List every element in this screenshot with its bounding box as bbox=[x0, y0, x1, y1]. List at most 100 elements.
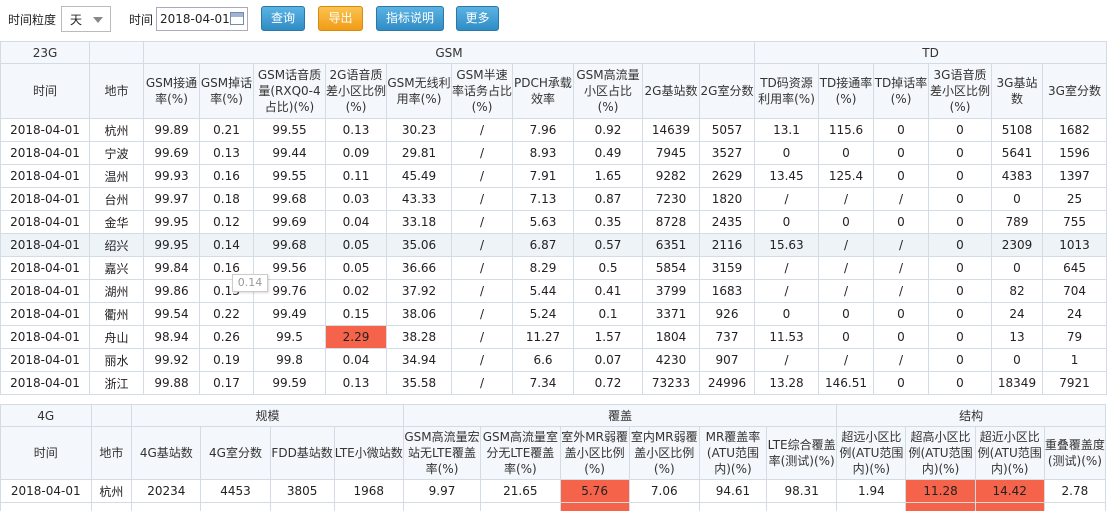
table-cell: / bbox=[873, 187, 929, 211]
column-header[interactable]: 超近小区比例(ATU范围内)(%) bbox=[974, 426, 1045, 480]
table-cell: 0.02 bbox=[325, 279, 387, 303]
column-header[interactable]: TD掉话率(%) bbox=[873, 63, 929, 119]
table-cell: 98.94 bbox=[143, 325, 200, 349]
column-header[interactable]: 3G语音质差小区比例(%) bbox=[928, 63, 992, 119]
column-header[interactable]: 时间 bbox=[0, 63, 90, 119]
table-row[interactable]: 2018-04-01 台州 99.97 0.18 99.68 0.03 43.33/7.13… bbox=[0, 187, 1108, 211]
column-header[interactable]: 3G室分数 bbox=[1041, 63, 1108, 119]
table-row[interactable]: 2018-04-01 温州 99.93 0.16 99.55 0.11 45.49/7.91… bbox=[0, 164, 1108, 188]
table-cell: 2018-04-01 bbox=[0, 348, 90, 372]
column-header[interactable]: 2G基站数 bbox=[642, 63, 700, 119]
column-header[interactable]: 室外MR弱覆盖小区比例(%) bbox=[559, 426, 630, 480]
table-cell bbox=[131, 502, 202, 511]
column-header[interactable]: 地市 bbox=[89, 63, 144, 119]
table-cell: / bbox=[818, 279, 874, 303]
table-cell: 0.12 bbox=[199, 210, 254, 234]
table-cell: 99.5 bbox=[253, 325, 326, 349]
table-cell: 5.44 bbox=[512, 279, 574, 303]
more-button[interactable]: 更多 bbox=[456, 6, 499, 31]
column-header[interactable]: 时间 bbox=[0, 426, 92, 480]
column-header[interactable]: PDCH承载效率 bbox=[512, 63, 574, 119]
table-cell: 5.76 bbox=[559, 479, 630, 503]
table-cell: 907 bbox=[699, 348, 755, 372]
table-cell: 0.22 bbox=[199, 302, 254, 326]
table-cell: 13.1 bbox=[754, 118, 819, 142]
query-button[interactable]: 查询 bbox=[261, 6, 305, 31]
column-header[interactable]: LTE小微站数 bbox=[333, 426, 404, 480]
table-cell: 0 bbox=[928, 141, 992, 165]
table-cell: 0.41 bbox=[573, 279, 643, 303]
table-row-partial bbox=[0, 502, 1107, 511]
column-header[interactable]: GSM高流量小区占比(%) bbox=[573, 63, 643, 119]
table-cell: 0.09 bbox=[325, 141, 387, 165]
table-row[interactable]: 2018-04-01 嘉兴 99.84 0.16 99.56 0.05 36.66/8.29… bbox=[0, 256, 1108, 280]
table-row[interactable]: 2018-04-01 杭州 99.89 0.21 99.55 0.13 30.23/7.96… bbox=[0, 118, 1108, 142]
table-row[interactable]: 2018-04-01 杭州 20234 4453 3805 1968 9.97 21.65 5.… bbox=[0, 479, 1107, 503]
table-row[interactable]: 2018-04-01 衢州 99.54 0.22 99.49 0.15 38.06/5.24… bbox=[0, 302, 1108, 326]
granularity-select[interactable]: 天 bbox=[61, 6, 111, 32]
group-header-td: TD bbox=[753, 41, 1108, 64]
table-cell: 11.53 bbox=[754, 325, 819, 349]
table-cell: 24996 bbox=[699, 371, 755, 395]
table-cell bbox=[269, 502, 335, 511]
table-cell: / bbox=[451, 371, 513, 395]
table-cell: / bbox=[873, 279, 929, 303]
column-header[interactable]: GSM高流量宏站无LTE覆盖率(%) bbox=[402, 426, 482, 480]
column-header[interactable]: MR覆盖率(ATU范围内)(%) bbox=[698, 426, 768, 480]
metric-explain-button[interactable]: 指标说明 bbox=[376, 6, 444, 31]
table-cell: 0 bbox=[818, 141, 874, 165]
table-cell: 0 bbox=[928, 302, 992, 326]
column-header[interactable]: GSM接通率(%) bbox=[143, 63, 200, 119]
column-header[interactable]: 地市 bbox=[90, 426, 133, 480]
column-header[interactable]: 4G室分数 bbox=[200, 426, 271, 480]
column-header[interactable]: FDD基站数 bbox=[269, 426, 335, 480]
table-row[interactable]: 2018-04-01 舟山 98.94 0.26 99.5 2.29 38.28/11.27… bbox=[0, 325, 1108, 349]
column-header[interactable]: GSM半速率话务占比(%) bbox=[451, 63, 513, 119]
column-header[interactable]: 重叠覆盖度(测试)(%) bbox=[1043, 426, 1107, 480]
table-cell: 0 bbox=[873, 302, 929, 326]
table-row[interactable]: 2018-04-01 湖州 99.86 0.13 99.76 0.02 37.92/5.44… bbox=[0, 279, 1108, 303]
table-cell: 温州 bbox=[89, 164, 144, 188]
table-cell: 11.28 bbox=[905, 479, 976, 503]
column-header[interactable]: 2G室分数 bbox=[699, 63, 755, 119]
table-cell: 99.55 bbox=[253, 164, 326, 188]
table-cell: / bbox=[451, 302, 513, 326]
table-cell: 645 bbox=[1041, 256, 1108, 280]
table-cell: / bbox=[451, 256, 513, 280]
table-cell bbox=[559, 502, 630, 511]
table-cell: 14.42 bbox=[974, 479, 1045, 503]
column-header[interactable]: 4G基站数 bbox=[131, 426, 202, 480]
column-header[interactable]: 3G基站数 bbox=[991, 63, 1043, 119]
table-cell bbox=[628, 502, 700, 511]
table-cell: 11.27 bbox=[512, 325, 574, 349]
column-header[interactable]: 超远小区比例(ATU范围内)(%) bbox=[836, 426, 907, 480]
table-cell: 2018-04-01 bbox=[0, 302, 90, 326]
table-cell: 1682 bbox=[1041, 118, 1108, 142]
table-cell: 0.92 bbox=[573, 118, 643, 142]
calendar-icon[interactable] bbox=[230, 12, 244, 25]
column-header[interactable]: LTE综合覆盖率(测试)(%) bbox=[766, 426, 838, 480]
column-header[interactable]: GSM话音质量(RXQ0-4占比)(%) bbox=[253, 63, 326, 119]
column-header[interactable]: 超高小区比例(ATU范围内)(%) bbox=[905, 426, 976, 480]
column-header[interactable]: GSM掉话率(%) bbox=[199, 63, 254, 119]
export-button[interactable]: 导出 bbox=[318, 6, 363, 31]
table-row[interactable]: 2018-04-01 宁波 99.69 0.13 99.44 0.09 29.81/8.93… bbox=[0, 141, 1108, 165]
column-header[interactable]: TD接通率(%) bbox=[818, 63, 874, 119]
column-header[interactable]: TD码资源利用率(%) bbox=[754, 63, 819, 119]
table-cell: 2018-04-01 bbox=[0, 371, 90, 395]
table-cell: 0 bbox=[818, 210, 874, 234]
table-row[interactable]: 2018-04-01 浙江 99.88 0.17 99.59 0.13 35.58/7.34… bbox=[0, 371, 1108, 395]
table-row[interactable]: 2018-04-01 绍兴 99.95 0.14 99.68 0.05 35.06/6.87… bbox=[0, 233, 1108, 257]
table-cell: 0.72 bbox=[573, 371, 643, 395]
table-cell: 杭州 bbox=[90, 479, 133, 503]
date-input[interactable]: 2018-04-01 bbox=[156, 7, 248, 31]
table-cell: 98.31 bbox=[766, 479, 838, 503]
column-header[interactable]: 2G语音质差小区比例(%) bbox=[325, 63, 387, 119]
table-row[interactable]: 2018-04-01 金华 99.95 0.12 99.69 0.04 33.18/5.63… bbox=[0, 210, 1108, 234]
column-header[interactable]: 室内MR弱覆盖小区比例(%) bbox=[628, 426, 700, 480]
column-header[interactable]: GSM无线利用率(%) bbox=[386, 63, 452, 119]
table-row[interactable]: 2018-04-01 丽水 99.92 0.19 99.8 0.04 34.94/6.6 0.… bbox=[0, 348, 1108, 372]
column-header[interactable]: GSM高流量室分无LTE覆盖率(%) bbox=[480, 426, 561, 480]
table-cell bbox=[90, 502, 133, 511]
table-cell: 1 bbox=[1041, 348, 1108, 372]
